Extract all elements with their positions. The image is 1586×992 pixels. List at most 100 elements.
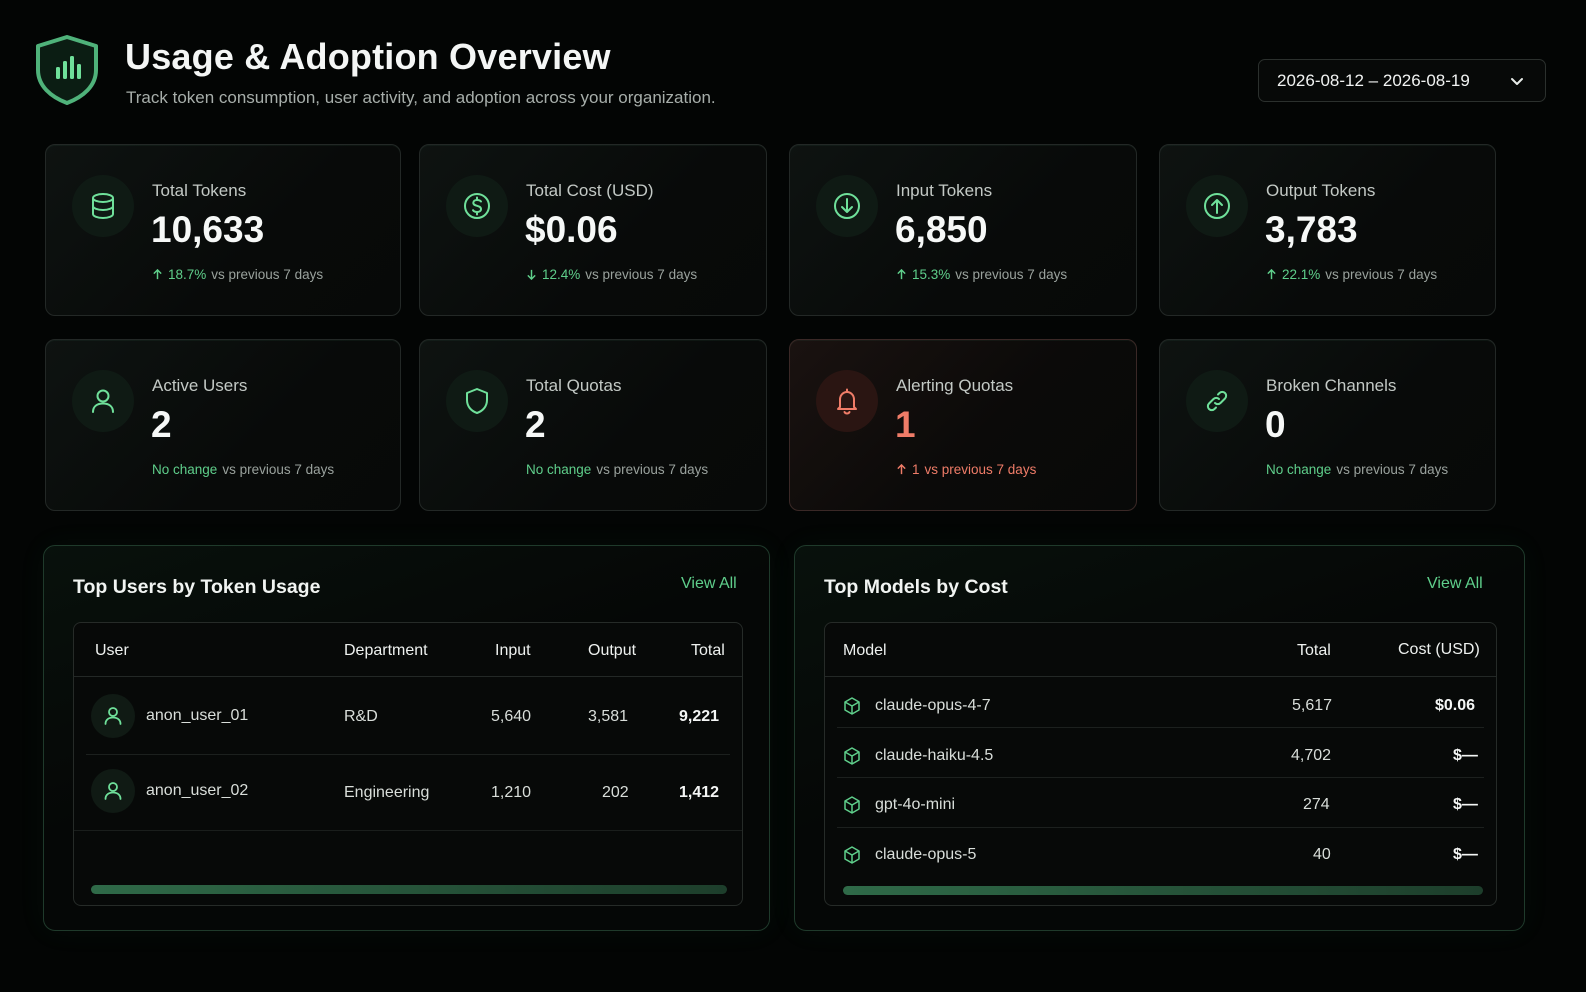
view-all-users-link[interactable]: View All bbox=[681, 575, 737, 592]
stat-label: Total Tokens bbox=[152, 181, 247, 200]
column-header-output[interactable]: Output bbox=[588, 642, 637, 659]
chevron-down-icon bbox=[1511, 77, 1523, 85]
stat-label: Output Tokens bbox=[1266, 181, 1376, 200]
table-row[interactable]: claude-haiku-4.5 4,702 $— bbox=[825, 728, 1496, 778]
stat-card-total-tokens: Total Tokens 10,633 18.7% vs previous 7 d… bbox=[45, 144, 401, 316]
stat-label: Broken Channels bbox=[1266, 376, 1397, 395]
user-output: 3,581 bbox=[588, 708, 629, 725]
arrow-up-icon bbox=[897, 464, 906, 475]
model-total: 40 bbox=[1313, 846, 1331, 863]
top-models-table: Model Total Cost (USD) claude-opus-4-7 5… bbox=[824, 622, 1497, 906]
stat-delta: 22.1% vs previous 7 days bbox=[1266, 267, 1437, 282]
user-avatar-icon bbox=[91, 694, 135, 738]
page-title: Usage & Adoption Overview bbox=[125, 36, 611, 77]
row-divider bbox=[837, 777, 1484, 778]
row-divider bbox=[86, 754, 730, 755]
stat-value: $0.06 bbox=[525, 209, 618, 250]
table-row[interactable]: gpt-4o-mini 274 $— bbox=[825, 778, 1496, 828]
user-input: 5,640 bbox=[491, 708, 532, 725]
stat-card-alerting-quotas: Alerting Quotas 1 1 vs previous 7 days bbox=[789, 339, 1137, 511]
model-total: 5,617 bbox=[1292, 697, 1333, 714]
header-divider bbox=[74, 676, 742, 677]
table-row[interactable]: claude-opus-4-7 5,617 $0.06 bbox=[825, 677, 1496, 727]
table-row[interactable]: anon_user_01 R&D 5,640 3,581 9,221 bbox=[74, 677, 742, 754]
arrow-up-icon bbox=[897, 269, 906, 280]
row-divider bbox=[837, 827, 1484, 828]
model-name: claude-opus-5 bbox=[875, 846, 977, 863]
model-cost: $— bbox=[1453, 747, 1478, 764]
column-header-department[interactable]: Department bbox=[344, 642, 428, 659]
table-row[interactable]: claude-opus-5 40 $— bbox=[825, 828, 1496, 878]
column-header-total[interactable]: Total bbox=[691, 642, 725, 659]
user-output: 202 bbox=[602, 784, 629, 801]
user-icon bbox=[72, 370, 134, 432]
table-row[interactable]: anon_user_02 Engineering 1,210 202 1,412 bbox=[74, 755, 742, 830]
stat-card-total-cost: Total Cost (USD) $0.06 12.4% vs previous … bbox=[419, 144, 767, 316]
arrow-up-circle-icon bbox=[1186, 175, 1248, 237]
stat-delta: 1 vs previous 7 days bbox=[896, 462, 1036, 477]
stat-value: 6,850 bbox=[895, 209, 988, 250]
model-cost: $0.06 bbox=[1435, 697, 1476, 714]
stat-card-input-tokens: Input Tokens 6,850 15.3% vs previous 7 da… bbox=[789, 144, 1137, 316]
stat-label: Total Quotas bbox=[526, 376, 622, 395]
arrow-up-icon bbox=[153, 269, 162, 280]
stat-label: Total Cost (USD) bbox=[526, 181, 654, 200]
arrow-up-icon bbox=[1267, 269, 1276, 280]
user-name: anon_user_01 bbox=[146, 707, 249, 724]
stat-label: Input Tokens bbox=[896, 181, 993, 200]
column-header-input[interactable]: Input bbox=[495, 642, 531, 659]
stat-delta: No change vs previous 7 days bbox=[1266, 462, 1449, 477]
stat-label: Active Users bbox=[152, 376, 248, 395]
date-range-select[interactable]: 2026-08-12 – 2026-08-19 bbox=[1258, 59, 1546, 102]
dollar-icon bbox=[446, 175, 508, 237]
user-total: 1,412 bbox=[679, 784, 720, 801]
shield-chart-icon bbox=[34, 34, 100, 106]
stat-value: 0 bbox=[1265, 404, 1286, 445]
stat-value: 10,633 bbox=[151, 209, 265, 250]
model-name: claude-opus-4-7 bbox=[875, 697, 991, 714]
user-name: anon_user_02 bbox=[146, 782, 249, 799]
stat-delta: No change vs previous 7 days bbox=[152, 462, 335, 477]
view-all-models-link[interactable]: View All bbox=[1427, 575, 1483, 592]
user-total: 9,221 bbox=[679, 708, 720, 725]
panel-title: Top Users by Token Usage bbox=[73, 576, 321, 598]
model-cost: $— bbox=[1453, 796, 1478, 813]
user-input: 1,210 bbox=[491, 784, 532, 801]
cube-icon bbox=[844, 846, 860, 864]
horizontal-scrollbar[interactable] bbox=[843, 886, 1483, 895]
stat-card-output-tokens: Output Tokens 3,783 22.1% vs previous 7 d… bbox=[1159, 144, 1496, 316]
stat-delta: 15.3% vs previous 7 days bbox=[896, 267, 1067, 282]
cube-icon bbox=[844, 796, 860, 814]
row-divider bbox=[74, 830, 742, 831]
user-department: Engineering bbox=[344, 784, 430, 801]
stat-label: Alerting Quotas bbox=[896, 376, 1014, 395]
stat-value: 3,783 bbox=[1265, 209, 1358, 250]
column-header-model[interactable]: Model bbox=[843, 642, 887, 659]
stat-delta: No change vs previous 7 days bbox=[526, 462, 709, 477]
stat-delta: 12.4% vs previous 7 days bbox=[526, 267, 697, 282]
link-icon bbox=[1186, 370, 1248, 432]
stat-card-broken-channels: Broken Channels 0 No change vs previous 7… bbox=[1159, 339, 1496, 511]
cube-icon bbox=[844, 697, 860, 715]
header-divider bbox=[825, 676, 1496, 677]
stat-delta: 18.7% vs previous 7 days bbox=[152, 267, 323, 282]
shield-icon bbox=[446, 370, 508, 432]
model-cost: $— bbox=[1453, 846, 1478, 863]
database-icon bbox=[72, 175, 134, 237]
arrow-down-icon bbox=[527, 269, 536, 280]
column-header-user[interactable]: User bbox=[95, 642, 129, 659]
stat-value: 2 bbox=[151, 404, 172, 445]
row-divider bbox=[837, 727, 1484, 728]
panel-title: Top Models by Cost bbox=[824, 576, 1008, 598]
stat-card-active-users: Active Users 2 No change vs previous 7 da… bbox=[45, 339, 401, 511]
stat-value: 1 bbox=[895, 404, 916, 445]
model-name: claude-haiku-4.5 bbox=[875, 747, 994, 764]
top-users-table: User Department Input Output Total anon_… bbox=[73, 622, 743, 906]
arrow-down-circle-icon bbox=[816, 175, 878, 237]
cube-icon bbox=[844, 747, 860, 765]
horizontal-scrollbar[interactable] bbox=[91, 885, 727, 894]
stat-card-total-quotas: Total Quotas 2 No change vs previous 7 da… bbox=[419, 339, 767, 511]
column-header-total[interactable]: Total bbox=[1297, 642, 1331, 659]
column-header-cost[interactable]: Cost (USD) bbox=[1398, 641, 1480, 658]
model-total: 4,702 bbox=[1291, 747, 1332, 764]
